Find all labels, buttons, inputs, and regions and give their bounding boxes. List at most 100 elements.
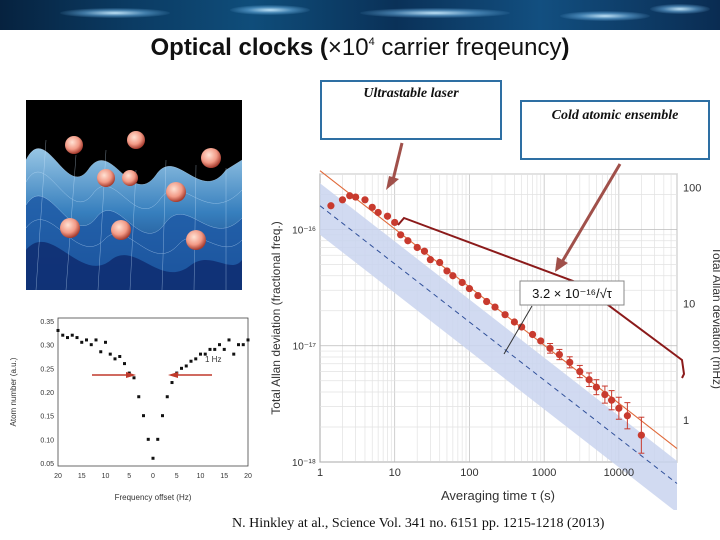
spectrum-x-tick-label: 10 [197,473,205,480]
data-point [436,258,444,267]
data-point [637,431,645,439]
title-bold: Optical clocks [150,34,314,61]
spectrum-point [184,364,188,368]
allan-ylabel-right: Total Allan deviation (mHz) [710,247,720,389]
allan-xlabel: Averaging time τ (s) [441,488,555,503]
spectrum-y-tick-label: 0.05 [40,461,54,468]
right-tick-label: 100 [683,182,701,194]
title-rest: carrier freqeuncy [374,34,562,61]
spectrum-point [237,343,240,347]
right-tick-label: 10 [683,299,695,311]
data-point [528,330,537,339]
uncertainty-band [320,183,677,510]
data-point [449,272,457,280]
data-point [474,291,482,300]
data-point [623,412,631,420]
spectrum-point [213,347,217,351]
data-point [608,396,616,404]
data-point [338,196,347,204]
spectrum-point [94,338,98,342]
spectrum-ylabel: Atom number (a.u.) [9,357,18,426]
spectrum-y-tick-label: 0.25 [40,366,54,373]
lattice-illustration [25,131,243,291]
spectrum-point [151,456,155,460]
spectrum-point [99,350,103,354]
spectrum-point [56,328,60,332]
spectrum-point [156,437,160,441]
spectrum-y-tick-label: 0.10 [40,437,54,444]
y-tick-label: 10⁻¹⁶ [292,225,316,236]
callout-ultrastable-laser: Ultrastable laser [320,80,502,140]
spectrum-point [70,333,74,337]
spectrum-frame [57,317,249,467]
spectrum-x-tick-label: 0 [151,473,155,480]
slide-title: Optical clocks (×104 carrier freqeuncy) [0,34,720,62]
spectrum-point [75,336,79,340]
spectrum-point [104,340,107,344]
data-point [397,231,405,239]
allan-deviation-chart: 1 10 100 1000 10000 10⁻¹⁶ 10⁻¹⁷ 10⁻¹⁸ 100 10 1 3.2… [269,170,720,510]
spectrum-point [161,414,164,418]
data-point [483,297,491,306]
spectrum-x-tick-label: 15 [78,473,86,480]
data-point [368,203,376,211]
spectrum-point [246,338,250,342]
spectrum-x-tick-label: 20 [244,473,252,480]
data-point [374,208,382,217]
data-point [510,318,519,326]
spectrum-point [194,357,198,361]
spectrum-x-tick-label: 5 [175,473,179,480]
spectrum-xlabel: Frequency offset (Hz) [115,493,192,502]
title-paren-open: ( [313,34,328,61]
fit-label-pointer [503,305,533,355]
data-point [566,358,574,366]
spectrum-point [61,333,65,337]
data-point [413,243,421,252]
title-paren-close: ) [561,34,570,61]
spectrum-x-tick-label: 20 [54,473,62,480]
spectrum-point [108,352,112,356]
x-tick-label: 1 [317,467,323,479]
spectrum-x-tick-label: 15 [220,473,228,480]
data-point [420,247,429,255]
data-point [346,192,354,200]
data-point [491,303,499,311]
citation: N. Hinkley at al., Science Vol. 341 no. … [232,516,605,531]
title-exponent: 4 [368,36,375,48]
spectrum-y-tick-label: 0.20 [40,390,54,397]
spectrum-point [203,352,207,356]
spectrum-y-tick-label: 0.30 [40,343,54,350]
spectrum-point [199,352,202,356]
data-point [361,196,369,204]
spectrum-point [170,381,174,385]
allan-plot-frame [319,173,678,463]
spectrum-point [218,343,221,347]
spectrum-point [208,347,212,351]
spectrum-x-tick-label: 10 [102,473,110,480]
callout-atoms-text: Cold atomic ensemble [551,108,679,123]
x-tick-label: 100 [460,467,478,479]
spectrum-point [232,352,236,356]
spectrum-x-tick-label: 5 [127,473,131,480]
spectrum-y-tick-label: 0.35 [40,319,54,326]
atom-spheres [60,131,221,250]
fit-label-box [519,280,625,306]
spectrum-point [142,414,145,418]
data-point [327,202,335,210]
data-point [576,367,584,376]
spectrum-point [123,362,126,366]
data-point [555,350,563,359]
x-tick-label: 1000 [532,467,556,479]
data-point [501,311,509,319]
expected-dashed-line [319,205,678,484]
data-point [585,376,593,384]
y-tick-label: 10⁻¹⁸ [292,458,316,469]
data-point [443,267,451,275]
spectrum-point [132,376,136,380]
spectrum-y-tick-label: 0.15 [40,414,54,421]
data-point [426,256,434,264]
spectrum-point [137,395,141,399]
spectrum-point [227,338,231,342]
spectrum-point [146,437,150,441]
data-point [383,212,392,220]
